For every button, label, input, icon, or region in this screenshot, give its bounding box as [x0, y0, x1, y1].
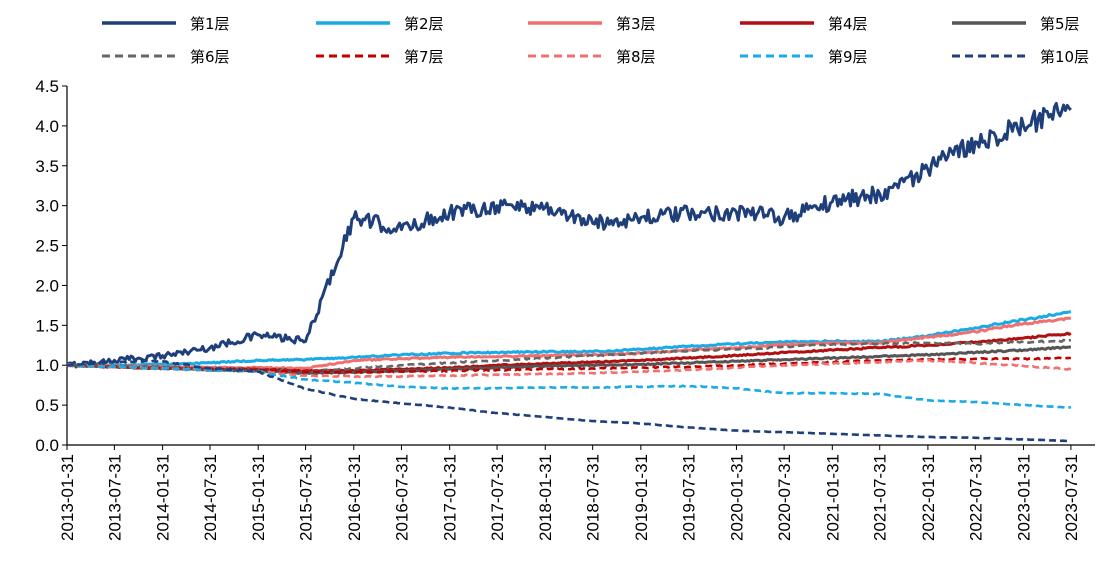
- series-line-2: [66, 310, 1071, 368]
- series-line-8: [66, 358, 1072, 379]
- y-tick-label: 1.5: [35, 316, 59, 335]
- y-tick-label: 3.5: [35, 157, 59, 176]
- legend-label: 第9层: [828, 48, 868, 66]
- legend-item-10: 第10层: [952, 48, 1089, 66]
- x-tick-label: 2017-01-31: [441, 454, 460, 541]
- x-tick-label: 2022-01-31: [919, 454, 938, 541]
- x-tick-label: 2015-01-31: [249, 454, 268, 541]
- series-line-7: [66, 356, 1071, 375]
- series-line-10: [66, 359, 1071, 443]
- y-tick-label: 0.5: [35, 396, 59, 415]
- x-tick-label: 2022-07-31: [966, 454, 985, 541]
- x-tick-label: 2017-07-31: [488, 454, 507, 541]
- y-tick-label: 0.0: [35, 436, 59, 455]
- y-tick-label: 4.0: [35, 117, 59, 136]
- x-tick-label: 2019-01-31: [632, 454, 651, 541]
- x-tick-label: 2020-07-31: [775, 454, 794, 541]
- series-line-9: [66, 363, 1072, 409]
- x-tick-label: 2014-01-31: [154, 454, 173, 541]
- legend-item-6: 第6层: [102, 48, 230, 66]
- legend-label: 第10层: [1040, 48, 1089, 66]
- legend-label: 第5层: [1040, 15, 1080, 33]
- series-line-1: [65, 101, 1072, 369]
- x-tick-label: 2020-01-31: [727, 454, 746, 541]
- y-tick-label: 2.5: [35, 237, 59, 256]
- legend-label: 第6层: [190, 48, 230, 66]
- y-tick-label: 1.0: [35, 356, 59, 375]
- x-tick-label: 2013-07-31: [105, 454, 124, 541]
- legend-label: 第3层: [616, 15, 656, 33]
- x-tick-label: 2016-01-31: [345, 454, 364, 541]
- legend-item-7: 第7层: [316, 48, 444, 66]
- x-tick-label: 2019-07-31: [679, 454, 698, 541]
- y-tick-label: 2.0: [35, 276, 59, 295]
- legend-item-1: 第1层: [102, 15, 230, 33]
- x-tick-label: 2018-07-31: [584, 454, 603, 541]
- legend-item-5: 第5层: [952, 15, 1080, 33]
- legend-label: 第7层: [404, 48, 444, 66]
- x-tick-label: 2015-07-31: [297, 454, 316, 541]
- x-tick-label: 2014-07-31: [201, 454, 220, 541]
- legend-item-9: 第9层: [740, 48, 868, 66]
- x-tick-label: 2021-01-31: [823, 454, 842, 541]
- x-tick-label: 2023-07-31: [1062, 454, 1081, 541]
- legend-label: 第2层: [404, 15, 444, 33]
- legend-item-2: 第2层: [316, 15, 444, 33]
- y-tick-label: 3.0: [35, 197, 59, 216]
- legend-label: 第1层: [190, 15, 230, 33]
- x-tick-label: 2013-01-31: [58, 454, 77, 541]
- x-tick-label: 2023-01-31: [1014, 454, 1033, 541]
- x-tick-label: 2021-07-31: [871, 454, 890, 541]
- x-tick-label: 2018-01-31: [536, 454, 555, 541]
- legend-label: 第8层: [616, 48, 656, 66]
- legend-item-8: 第8层: [528, 48, 656, 66]
- legend-item-3: 第3层: [528, 15, 656, 33]
- series-line-6: [66, 338, 1072, 373]
- legend-label: 第4层: [828, 15, 868, 33]
- y-tick-label: 4.5: [35, 77, 59, 96]
- series-lines: [65, 101, 1072, 443]
- x-tick-label: 2016-07-31: [392, 454, 411, 541]
- axes: 0.0 0.5 1.0 1.5 2.0 2.5 3.0 3.5 4.0 4.5 2013-01-31…: [35, 77, 1095, 541]
- legend-item-4: 第4层: [740, 15, 868, 33]
